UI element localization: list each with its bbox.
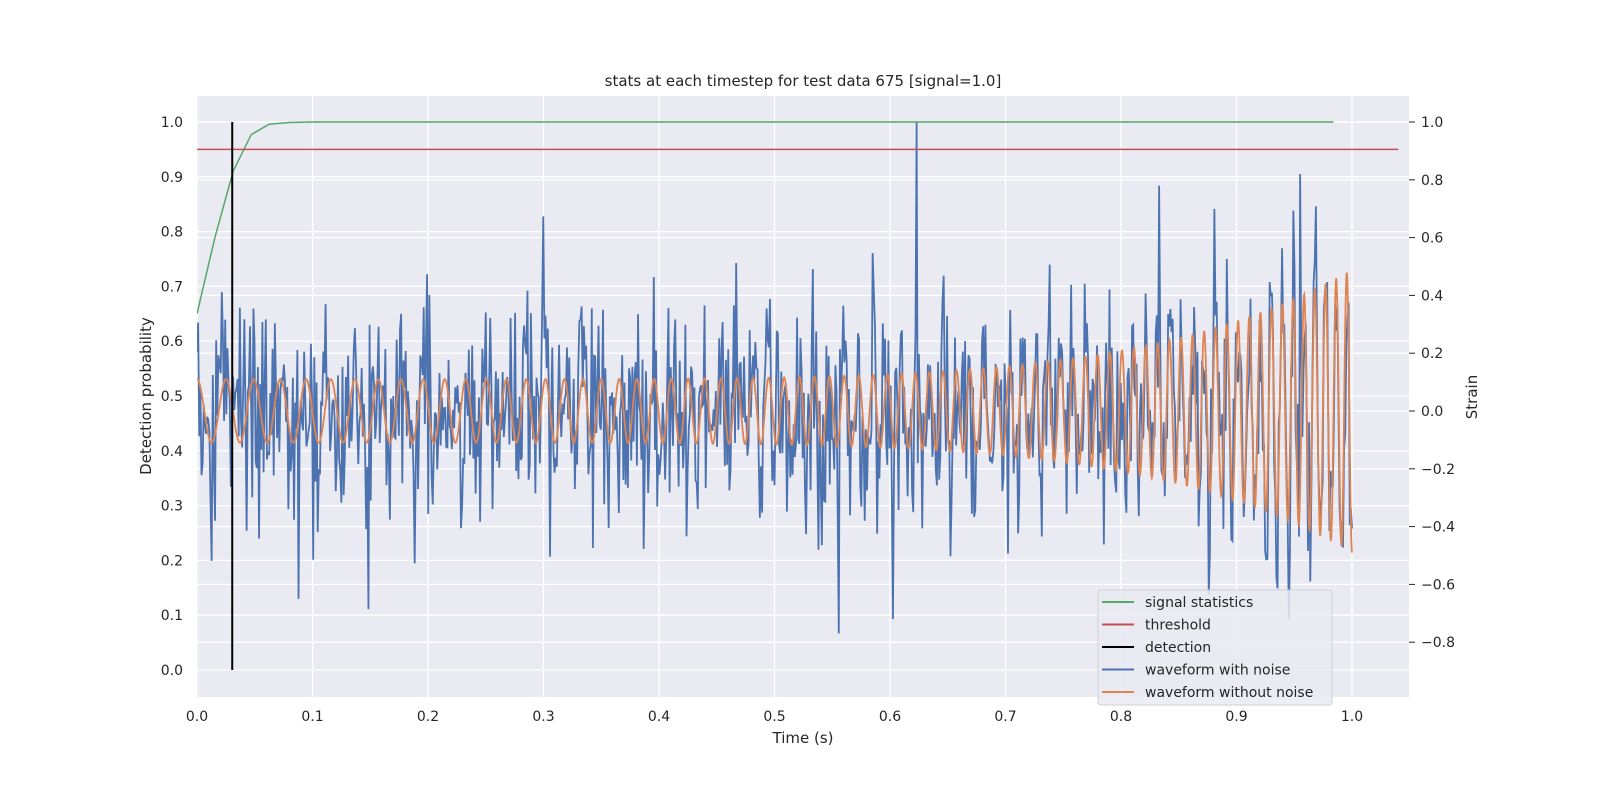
y2-tick-label: 0.6	[1421, 231, 1443, 247]
legend-label: waveform without noise	[1145, 685, 1313, 701]
legend-label: waveform with noise	[1145, 663, 1290, 679]
x-tick-label: 0.5	[763, 709, 785, 725]
y2-axis-title: Strain	[1463, 375, 1481, 419]
x-tick-label: 1.0	[1341, 709, 1363, 725]
x-tick-label: 0.6	[879, 709, 901, 725]
series-waveform-with-noise	[197, 121, 1353, 634]
x-axis-title: Time (s)	[772, 729, 834, 747]
y-tick-label: 0.2	[161, 553, 183, 569]
y-tick-label: 0.4	[161, 444, 183, 460]
x-tick-label: 0.2	[417, 709, 439, 725]
y2-tick-label: 0.2	[1421, 346, 1443, 362]
y-tick-label: 1.0	[161, 115, 183, 131]
legend: signal statistics threshold detection wavef…	[1097, 589, 1333, 706]
legend-label: signal statistics	[1145, 595, 1253, 611]
y2-tick-label: 0.4	[1421, 288, 1443, 304]
x-tick-label: 0.0	[186, 709, 208, 725]
chart-title: stats at each timestep for test data 675…	[605, 72, 1002, 90]
y2-tick-label: 1.0	[1421, 115, 1443, 131]
x-tick-label: 0.4	[648, 709, 670, 725]
legend-box	[1097, 589, 1333, 706]
y-axis-left: 0.0 0.1 0.2 0.3 0.4 0.5 0.6 0.7 0.8 0.9 1.0	[161, 115, 183, 679]
legend-label: detection	[1145, 640, 1211, 656]
y2-tick-label: −0.6	[1421, 577, 1455, 593]
series-waveform-without-noise	[197, 272, 1353, 553]
x-tick-label: 0.3	[532, 709, 554, 725]
y-axis-right: −0.8 −0.6 −0.4 −0.2 0.0 0.2 0.4 0.6 0.8 1.0	[1409, 115, 1455, 651]
x-tick-label: 0.9	[1225, 709, 1247, 725]
y-tick-label: 0.5	[161, 389, 183, 405]
x-tick-label: 0.8	[1110, 709, 1132, 725]
x-tick-label: 0.1	[301, 709, 323, 725]
y-tick-label: 0.1	[161, 608, 183, 624]
y-tick-label: 0.3	[161, 499, 183, 515]
legend-label: threshold	[1145, 618, 1211, 634]
y-tick-label: 0.9	[161, 170, 183, 186]
y-tick-label: 0.8	[161, 225, 183, 241]
x-axis: 0.0 0.1 0.2 0.3 0.4 0.5 0.6 0.7 0.8 0.9 1.0	[186, 709, 1363, 725]
y-tick-label: 0.0	[161, 663, 183, 679]
y2-tick-label: 0.8	[1421, 173, 1443, 189]
y2-tick-label: −0.8	[1421, 635, 1455, 651]
series-layer	[197, 121, 1399, 670]
y2-tick-label: 0.0	[1421, 404, 1443, 420]
y-tick-label: 0.6	[161, 334, 183, 350]
x-tick-label: 0.7	[994, 709, 1016, 725]
y2-tick-label: −0.2	[1421, 462, 1455, 478]
y-tick-label: 0.7	[161, 279, 183, 295]
y2-tick-label: −0.4	[1421, 520, 1455, 536]
series-signal-statistics	[197, 121, 1334, 314]
y-axis-title: Detection probability	[137, 317, 155, 475]
